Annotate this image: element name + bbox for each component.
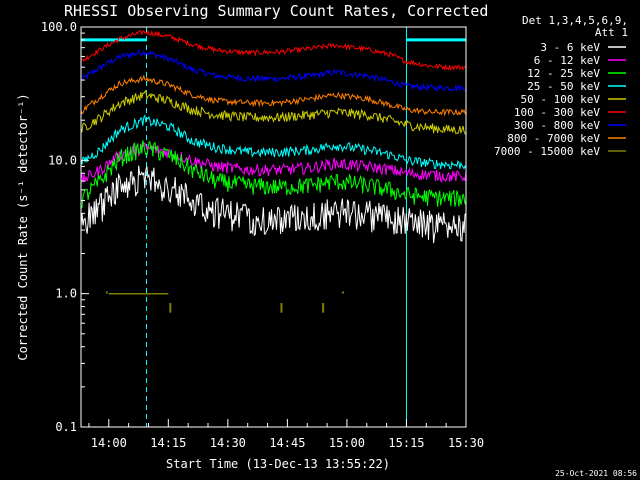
legend-header-line-1: Det 1,3,4,5,6,9, bbox=[522, 14, 628, 27]
legend-entry-7: 800 - 7000 keV bbox=[507, 132, 600, 145]
y-tick-label-3: 100.0 bbox=[41, 20, 77, 34]
series-2-line bbox=[80, 140, 467, 209]
series-4-line bbox=[80, 89, 467, 136]
legend-entry-0: 3 - 6 keV bbox=[540, 41, 600, 54]
axes: 14:00 14:15 14:30 14:45 15:00 15:15 15:30 0.1 1.… bbox=[41, 20, 484, 450]
legend-entry-5: 100 - 300 keV bbox=[514, 106, 600, 119]
y-axis-label: Corrected Count Rate (s⁻¹ detector⁻¹) bbox=[16, 93, 30, 360]
x-tick-label-6: 15:30 bbox=[448, 436, 484, 450]
chart-title: RHESSI Observing Summary Count Rates, Co… bbox=[64, 2, 488, 20]
legend-entry-8: 7000 - 15000 keV bbox=[494, 145, 600, 158]
x-tick-label-0: 14:00 bbox=[91, 436, 127, 450]
x-tick-label-2: 14:30 bbox=[210, 436, 246, 450]
series-8-dot-1 bbox=[341, 291, 344, 294]
x-tick-label-1: 14:15 bbox=[150, 436, 186, 450]
series-6-line bbox=[80, 48, 467, 92]
legend-entry-2: 12 - 25 keV bbox=[527, 67, 600, 80]
series-7-line bbox=[80, 74, 467, 117]
series-3-line bbox=[80, 114, 467, 170]
x-axis-label: Start Time (13-Dec-13 13:55:22) bbox=[166, 457, 390, 471]
series-0-line bbox=[80, 165, 467, 244]
legend-entry-3: 25 - 50 keV bbox=[527, 80, 600, 93]
series-1-line bbox=[80, 142, 467, 183]
legend-entry-6: 300 - 800 keV bbox=[514, 119, 600, 132]
legend-entry-1: 6 - 12 keV bbox=[534, 54, 601, 67]
y-tick-label-1: 1.0 bbox=[55, 287, 77, 301]
y-tick-label-2: 10.0 bbox=[48, 153, 77, 167]
plot-frame bbox=[80, 26, 467, 428]
y-tick-label-0: 0.1 bbox=[55, 420, 77, 434]
x-tick-label-3: 14:45 bbox=[269, 436, 305, 450]
x-tick-label-4: 15:00 bbox=[329, 436, 365, 450]
legend-entry-4: 50 - 100 keV bbox=[521, 93, 601, 106]
plot-area bbox=[80, 27, 467, 427]
legend-header-line-2: Att 1 bbox=[595, 26, 628, 39]
series-5-line bbox=[80, 29, 467, 71]
x-tick-label-5: 15:15 bbox=[388, 436, 424, 450]
generation-timestamp: 25-Oct-2021 08:56 bbox=[555, 469, 637, 478]
series-8-dot-0 bbox=[105, 291, 108, 294]
